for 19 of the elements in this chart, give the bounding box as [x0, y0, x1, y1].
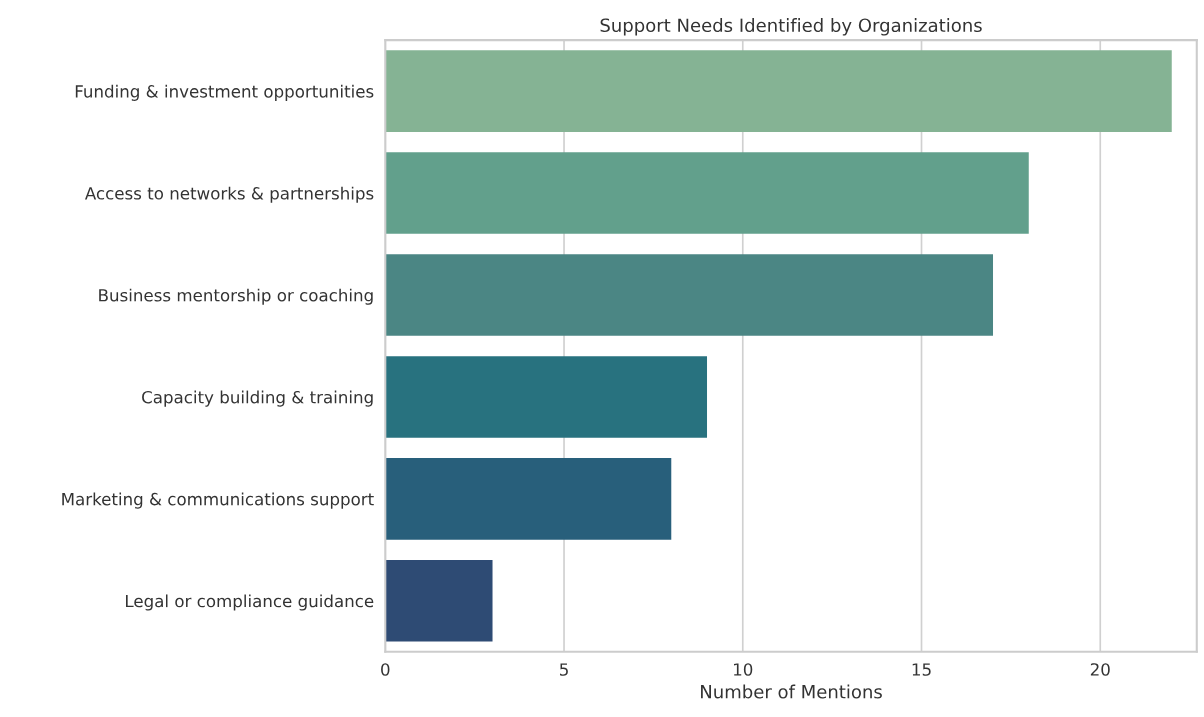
x-tick-label: 15 [912, 663, 931, 676]
bar [385, 254, 994, 336]
y-tick-label: Marketing & communications support [62, 492, 374, 509]
y-tick-label: Business mentorship or coaching [99, 288, 373, 305]
x-tick-label: 10 [733, 663, 753, 676]
bar [385, 356, 708, 438]
x-axis-title: Number of Mentions [701, 684, 882, 699]
y-tick-label: Funding & investment opportunities [75, 84, 374, 101]
y-tick-label: Legal or compliance guidance [126, 594, 374, 611]
bar [385, 560, 493, 642]
y-tick-label: Capacity building & training [142, 390, 373, 407]
bar [385, 458, 672, 540]
x-tick-label: 0 [381, 663, 390, 676]
x-tick-label: 5 [560, 663, 568, 676]
y-tick-label: Access to networks & partnerships [84, 186, 374, 203]
bar [385, 50, 1172, 132]
chart-title: Support Needs Identified by Organizations [600, 18, 982, 36]
x-tick-label: 20 [1090, 663, 1110, 676]
bar [385, 152, 1029, 234]
